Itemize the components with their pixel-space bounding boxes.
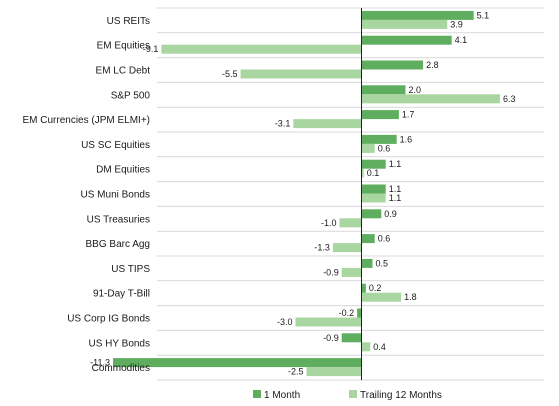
category-label: Commodities [92, 363, 150, 374]
labels: US REITs 5.1 3.9 EM Equities 4.1 -9.1 EM LC De… [22, 10, 515, 376]
bar-1-month [361, 258, 373, 268]
bar-1-month [361, 110, 399, 120]
category-label: US HY Bonds [88, 338, 150, 349]
bar-1-month [361, 159, 386, 169]
data-label: 1.1 [389, 184, 402, 194]
data-label: -5.5 [222, 69, 238, 79]
data-label: -3.0 [277, 317, 293, 327]
data-label: 1.7 [402, 110, 415, 120]
data-label: 1.8 [404, 292, 417, 302]
data-label: -0.9 [323, 267, 339, 277]
bar-trailing-12-months [295, 317, 362, 327]
data-label: 6.3 [503, 94, 516, 104]
bar-1-month [361, 35, 452, 45]
bar-trailing-12-months [339, 218, 362, 228]
data-label: 0.9 [384, 209, 397, 219]
data-label: -9.1 [143, 44, 159, 54]
data-label: 3.9 [450, 19, 463, 29]
data-label: -11.3 [90, 358, 110, 368]
category-label: S&P 500 [111, 90, 151, 101]
data-label: -0.2 [339, 308, 355, 318]
data-label: 0.1 [367, 168, 380, 178]
legend: 1 Month Trailing 12 Months [253, 390, 442, 401]
bar-1-month [361, 283, 366, 293]
category-label: US Muni Bonds [81, 190, 150, 201]
gridlines [157, 7, 544, 381]
legend-swatch-trailing-12-months [349, 390, 357, 398]
bar-1-month [113, 358, 362, 368]
category-label: EM Equities [97, 41, 150, 52]
data-label: -1.0 [321, 218, 337, 228]
bar-trailing-12-months [361, 292, 402, 302]
bar-1-month [361, 60, 424, 70]
bar-1-month [361, 85, 406, 95]
bar-1-month [361, 209, 382, 219]
data-label: -3.1 [275, 119, 291, 129]
data-label: 0.4 [373, 342, 386, 352]
bar-trailing-12-months [361, 193, 386, 203]
bar-trailing-12-months [240, 69, 362, 79]
data-label: 0.6 [378, 234, 391, 244]
bar-trailing-12-months [361, 143, 375, 153]
category-label: BBG Barc Agg [86, 239, 150, 250]
data-label: 0.2 [369, 283, 382, 293]
bar-1-month [361, 134, 397, 144]
data-label: 2.8 [426, 60, 439, 70]
data-label: 4.1 [455, 35, 468, 45]
data-label: 0.6 [378, 143, 391, 153]
bar-1-month [361, 184, 386, 194]
bar-1-month [341, 333, 362, 343]
bars [113, 10, 501, 377]
data-label: 1.1 [389, 159, 402, 169]
legend-swatch-1-month [253, 390, 261, 398]
category-label: US REITs [107, 16, 150, 27]
category-label: US SC Equities [81, 140, 150, 151]
data-label: -0.9 [323, 333, 339, 343]
legend-label-trailing-12-months: Trailing 12 Months [360, 390, 442, 401]
data-label: -1.3 [314, 243, 330, 253]
bar-trailing-12-months [361, 168, 364, 178]
category-label: EM LC Debt [96, 66, 151, 77]
data-label: 1.6 [400, 134, 413, 144]
data-label: 1.1 [389, 193, 402, 203]
category-label: EM Currencies (JPM ELMI+) [22, 115, 150, 126]
bar-trailing-12-months [161, 44, 362, 54]
bar-trailing-12-months [361, 19, 448, 29]
category-label: 91-Day T-Bill [93, 289, 150, 300]
data-label: 0.5 [375, 258, 388, 268]
data-label: 2.0 [408, 85, 421, 95]
bar-trailing-12-months [361, 94, 501, 104]
bar-trailing-12-months [332, 243, 362, 253]
data-label: -2.5 [288, 367, 304, 377]
bar-1-month [357, 308, 362, 318]
bar-trailing-12-months [361, 342, 371, 352]
bar-trailing-12-months [306, 367, 362, 377]
bar-1-month [361, 10, 474, 20]
data-label: 5.1 [477, 10, 490, 20]
category-label: DM Equities [96, 165, 150, 176]
category-label: US TIPS [111, 264, 150, 275]
category-label: US Corp IG Bonds [67, 314, 150, 325]
bar-trailing-12-months [293, 119, 362, 129]
legend-label-1-month: 1 Month [264, 390, 300, 401]
bar-trailing-12-months [341, 267, 362, 277]
category-label: US Treasuries [87, 214, 150, 225]
bar-1-month [361, 234, 375, 244]
